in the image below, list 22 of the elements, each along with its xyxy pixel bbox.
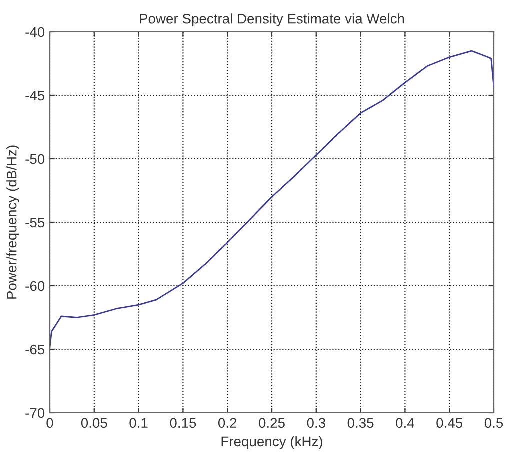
x-tick-label: 0.3 <box>307 418 326 428</box>
x-axis-title: Frequency (kHz) <box>222 436 322 450</box>
x-tick-label: 0.2 <box>218 418 237 428</box>
y-axis-title: Power/frequency (dB/Hz) <box>6 146 20 299</box>
x-tick-label: 0.15 <box>170 418 196 428</box>
y-tick-label: -50 <box>26 154 45 164</box>
y-tick-label: -65 <box>26 344 45 355</box>
x-tick-label: 0.35 <box>348 418 374 428</box>
y-tick-label: -40 <box>26 27 45 38</box>
x-tick-label: 0.45 <box>436 418 463 428</box>
y-tick-label: -70 <box>26 408 45 418</box>
y-tick-label: -60 <box>26 281 45 292</box>
x-tick-label: 0.05 <box>81 418 108 428</box>
x-tick-label: 0 <box>46 418 54 428</box>
x-tick-label: 0.1 <box>130 418 148 428</box>
x-tick-label: 0.5 <box>484 418 504 428</box>
line-series <box>50 50 494 348</box>
x-tick-label: 0.4 <box>396 418 414 428</box>
y-tick-label: -45 <box>26 90 45 101</box>
chart-title: Power Spectral Density Estimate via Welch <box>140 14 404 27</box>
y-tick-label: -55 <box>26 218 45 228</box>
x-tick-label: 0.25 <box>259 418 285 428</box>
